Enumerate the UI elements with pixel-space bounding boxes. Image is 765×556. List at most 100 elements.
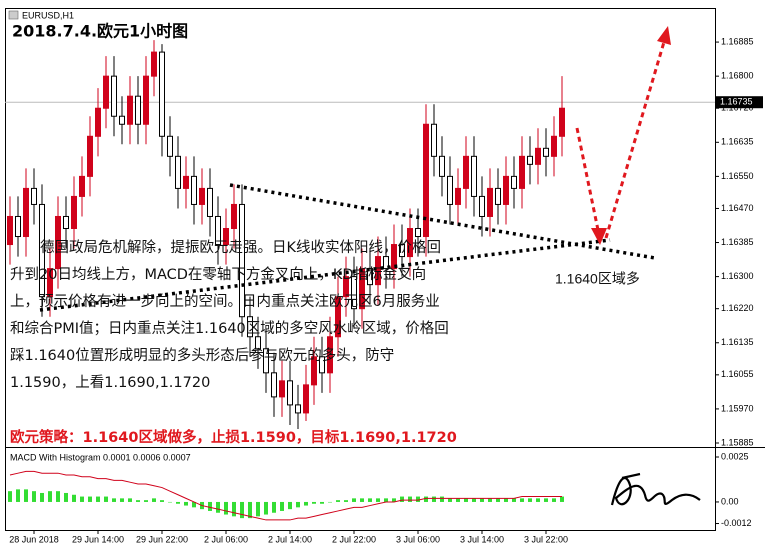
macd-bar	[120, 498, 124, 502]
candle-body	[335, 296, 341, 338]
frame	[5, 8, 716, 531]
x-tick-label: 2 Jul 14:00	[268, 534, 312, 544]
candle-body	[191, 175, 197, 205]
macd-bar	[424, 496, 428, 502]
candle-body	[63, 215, 69, 230]
macd-bar	[208, 501, 212, 511]
up-arrowhead	[657, 26, 671, 45]
annotation-line: 德国政局危机解除，提振欧元走强。日K线收实体阳线，价格回	[40, 239, 441, 256]
candle-body	[55, 215, 61, 270]
macd-bar	[496, 498, 500, 502]
macd-bar	[512, 498, 516, 502]
macd-bar	[128, 498, 132, 502]
macd-bar	[544, 498, 548, 502]
candle-body	[543, 147, 549, 157]
y-tick-label: 1.16300	[721, 271, 754, 281]
candle-body	[143, 75, 149, 125]
macd-bar	[536, 498, 540, 502]
candle-body	[95, 107, 101, 137]
candle-body	[47, 268, 53, 298]
macd-bar	[312, 501, 316, 504]
candle-body	[215, 215, 221, 246]
macd-label: MACD With Histogram 0.0001 0.0006 0.0007	[10, 452, 191, 462]
symbol: EURUSD,H1	[22, 10, 74, 20]
candle-body	[223, 228, 229, 246]
candle-body	[455, 187, 461, 205]
candle-body	[71, 195, 77, 230]
x-tick-label: 3 Jul 22:00	[524, 534, 568, 544]
macd-bar	[392, 498, 396, 502]
annotation-line: 上，预示价格有进一步向上的空间。日内重点关注欧元区6月服务业	[10, 293, 440, 310]
candle-body	[135, 95, 141, 125]
macd-bar	[520, 498, 524, 502]
x-tick-label: 28 Jun 2018	[9, 534, 59, 544]
macd-bar	[240, 501, 244, 519]
candle-body	[31, 187, 37, 205]
macd-bar	[448, 498, 452, 502]
x-tick-label: 3 Jul 14:00	[460, 534, 504, 544]
candle-body	[359, 268, 365, 310]
macd-bar	[112, 498, 116, 502]
macd-bar	[352, 498, 356, 502]
candle-body	[79, 175, 85, 197]
macd-bar	[464, 498, 468, 502]
y-tick-label: 1.16470	[721, 203, 754, 213]
macd-bar	[480, 498, 484, 502]
x-tick-label: 2 Jul 06:00	[204, 534, 248, 544]
macd-bar	[560, 496, 564, 502]
candle-body	[367, 268, 373, 286]
macd-bar	[40, 492, 44, 502]
candle-body	[399, 244, 405, 258]
y-tick-label: 1.16135	[721, 337, 754, 347]
last-price-label: 1.16735	[720, 97, 753, 107]
candle-body	[239, 203, 245, 318]
candle-body	[551, 135, 557, 157]
macd-bar	[72, 494, 76, 502]
annotation-line: 1.1590，上看1.1690,1.1720	[10, 374, 210, 391]
macd-bar	[384, 498, 388, 502]
macd-bar	[104, 496, 108, 502]
chart-title: 2018.7.4.欧元1小时图	[12, 22, 188, 41]
x-tick-label: 2 Jul 22:00	[332, 534, 376, 544]
candle-body	[15, 215, 21, 238]
y2-tick-label: -0.0012	[721, 518, 752, 528]
macd-bar	[440, 496, 444, 502]
candle-body	[271, 372, 277, 398]
annotation-line: 踩1.1640位置形成明显的多头形态后参与欧元的多头，防守	[10, 347, 394, 364]
macd-bar	[32, 491, 36, 502]
macd-bar	[248, 501, 252, 519]
y-tick-label: 1.16800	[721, 71, 754, 81]
y-tick-label: 1.16885	[721, 36, 754, 46]
y2-tick-label: 0.00	[721, 496, 739, 506]
y-tick-label: 1.16550	[721, 171, 754, 181]
macd-bar	[168, 501, 172, 503]
macd-bar	[176, 501, 180, 504]
macd-bar	[504, 498, 508, 502]
symbol-icon	[8, 10, 19, 20]
strategy: 欧元策略：1.1640区域做多，止损1.1590，目标1.1690,1.1720	[10, 428, 457, 446]
candle-body	[503, 175, 509, 205]
macd-bar	[344, 500, 348, 502]
annotation-line: 升到20日均线上方，MACD在零轴下方金叉向上，KD指标金叉向	[10, 266, 426, 283]
candle-body	[263, 348, 269, 374]
candle-body	[375, 256, 381, 286]
candle-body	[519, 155, 525, 189]
candle-body	[199, 187, 205, 205]
candle-body	[447, 175, 453, 205]
candle-body	[391, 244, 397, 270]
candle-body	[351, 276, 357, 310]
macd-bar	[456, 498, 460, 502]
macd-bar	[256, 501, 260, 517]
candle-body	[535, 147, 541, 165]
macd-bar	[192, 501, 196, 508]
candle-body	[23, 187, 29, 238]
x-tick-label: 29 Jun 14:00	[72, 534, 124, 544]
macd-bar	[152, 498, 156, 502]
macd-bar	[144, 500, 148, 502]
macd-bar	[336, 500, 340, 502]
candle-body	[119, 115, 125, 125]
macd-bar	[224, 501, 228, 515]
y-tick-label: 1.16055	[721, 369, 754, 379]
